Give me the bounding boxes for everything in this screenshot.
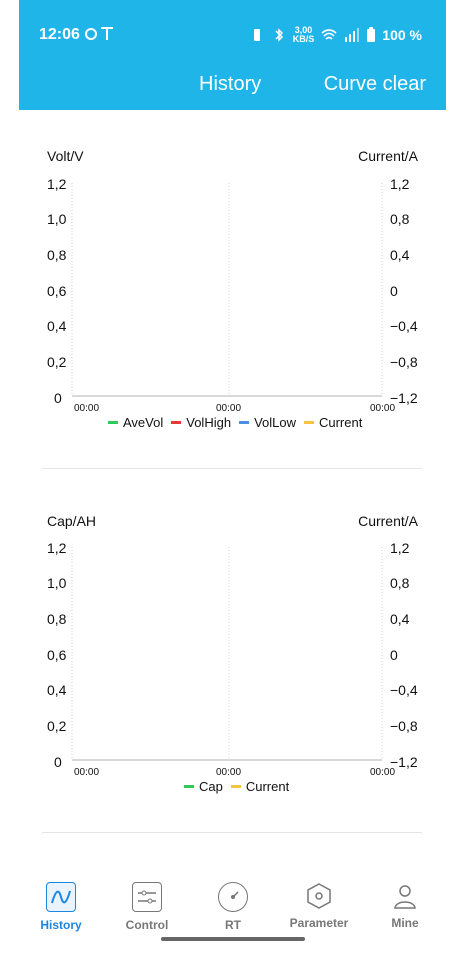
- right-tick: 0: [390, 283, 398, 299]
- legend-volhigh: VolHigh: [171, 415, 231, 430]
- left-tick: 1,0: [47, 211, 67, 227]
- status-glyphs-icon: [85, 27, 113, 40]
- nav-rt[interactable]: RT: [198, 882, 268, 932]
- right-tick: −0,4: [390, 318, 418, 334]
- right-tick: −0,8: [390, 718, 418, 734]
- nav-control-label: Control: [125, 918, 169, 932]
- right-tick: 1,2: [390, 176, 410, 192]
- left-tick: 0,8: [47, 247, 67, 263]
- left-tick: 0: [54, 390, 62, 406]
- network-speed: 3,00 KB/S: [293, 26, 315, 44]
- nav-parameter-label: Parameter: [289, 916, 349, 930]
- right-axis-title: Current/A: [358, 513, 418, 529]
- left-tick: 0,6: [47, 283, 67, 299]
- left-tick: 0,8: [47, 611, 67, 627]
- left-axis-title: Cap/AH: [47, 513, 97, 529]
- x-tick: 00:00: [74, 403, 100, 414]
- right-tick: 0,8: [390, 575, 410, 591]
- right-tick: −1,2: [390, 390, 418, 406]
- bottom-navigation: History Control RT Parameter Mine: [19, 862, 446, 961]
- nav-mine[interactable]: Mine: [370, 882, 440, 930]
- history-icon: [46, 882, 76, 912]
- left-tick: 0,4: [47, 682, 67, 698]
- status-time: 12:06: [39, 26, 80, 43]
- legend-avevol: AveVol: [108, 415, 163, 430]
- right-tick: 0,4: [390, 611, 410, 627]
- nav-control[interactable]: Control: [112, 882, 182, 932]
- chart-1-plot: [71, 183, 383, 397]
- section-divider: [42, 468, 422, 469]
- x-tick: 00:00: [216, 767, 242, 778]
- speed-value: 3,00: [294, 25, 313, 35]
- bluetooth-icon: [275, 28, 283, 42]
- x-tick: 00:00: [216, 403, 242, 414]
- right-tick: −0,8: [390, 354, 418, 370]
- page-title: History: [199, 73, 262, 95]
- chart-1-legend: AveVol VolHigh VolLow Current: [108, 415, 362, 430]
- status-right: 3,00 KB/S 100 %: [249, 26, 422, 44]
- nav-mine-label: Mine: [391, 916, 419, 930]
- left-tick: 0,2: [47, 354, 67, 370]
- section-divider: [42, 832, 422, 833]
- right-tick: −0,4: [390, 682, 418, 698]
- left-tick: 0,4: [47, 318, 67, 334]
- right-tick: 0,4: [390, 247, 410, 263]
- left-tick: 1,0: [47, 575, 67, 591]
- legend-cap: Cap: [184, 779, 223, 794]
- curve-clear-button[interactable]: Curve clear: [323, 73, 426, 95]
- control-icon: [132, 882, 162, 912]
- right-tick: 0,8: [390, 211, 410, 227]
- home-indicator[interactable]: [161, 937, 305, 941]
- right-axis-title: Current/A: [358, 148, 418, 164]
- left-axis-title: Volt/V: [47, 148, 84, 164]
- top-app-bar: 12:06 3,00 KB/S 100 % History Curve clea…: [19, 0, 446, 110]
- chart-2-legend: Cap Current: [184, 779, 289, 794]
- parameter-icon: [305, 882, 333, 910]
- legend-vollow: VolLow: [239, 415, 296, 430]
- mine-icon: [391, 882, 419, 910]
- legend-current: Current: [303, 415, 362, 430]
- left-tick: 1,2: [47, 540, 67, 556]
- left-tick: 1,2: [47, 176, 67, 192]
- speed-unit: KB/S: [292, 34, 315, 44]
- left-tick: 0,6: [47, 647, 67, 663]
- battery-icon: [367, 27, 376, 42]
- right-tick: 0: [390, 647, 398, 663]
- signal-icon: [345, 28, 360, 42]
- nav-history-label: History: [40, 918, 82, 932]
- x-tick: 00:00: [370, 767, 396, 778]
- x-tick: 00:00: [74, 767, 100, 778]
- status-left-icons: [79, 24, 119, 49]
- battery-text: 100 %: [382, 27, 422, 43]
- nav-parameter[interactable]: Parameter: [284, 882, 354, 930]
- right-tick: −1,2: [390, 754, 418, 770]
- nav-history[interactable]: History: [26, 882, 96, 932]
- nav-rt-label: RT: [225, 918, 241, 932]
- left-tick: 0,2: [47, 718, 67, 734]
- vibrate-icon: [253, 29, 260, 41]
- x-tick: 00:00: [370, 403, 396, 414]
- left-tick: 0: [54, 754, 62, 770]
- legend-current: Current: [230, 779, 289, 794]
- right-tick: 1,2: [390, 540, 410, 556]
- rt-icon: [218, 882, 248, 912]
- wifi-icon: [321, 29, 337, 40]
